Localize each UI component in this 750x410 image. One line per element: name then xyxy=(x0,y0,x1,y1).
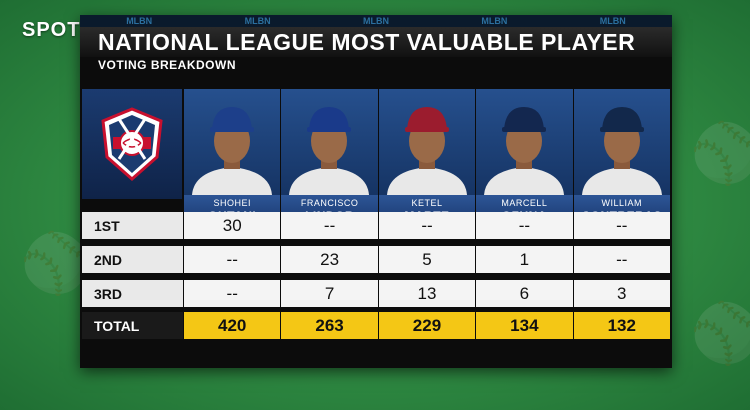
vote-cell: 7 xyxy=(281,280,378,307)
row-label: 3RD xyxy=(82,280,183,307)
player-card: SHOHEIOHTANI xyxy=(184,89,281,224)
ticker-item: MLBN xyxy=(362,16,389,26)
title-bar: NATIONAL LEAGUE MOST VALUABLE PLAYER xyxy=(80,27,672,57)
nl-shield-icon xyxy=(101,107,163,181)
vote-cell: -- xyxy=(476,212,573,239)
ticker-item: MLBN xyxy=(481,16,508,26)
player-header-row: SHOHEIOHTANIFRANCISCOLINDORKETELMARTEMAR… xyxy=(184,89,670,224)
total-cell: 134 xyxy=(476,312,573,339)
vote-cell: 23 xyxy=(281,246,378,273)
player-photo xyxy=(281,89,377,195)
vote-cell: -- xyxy=(573,246,670,273)
row-label: 2ND xyxy=(82,246,183,273)
background-pattern-right: ⚾ xyxy=(690,121,750,186)
table-row-2nd: 2ND -- 23 5 1 -- xyxy=(82,246,670,273)
ticker-item: MLBN xyxy=(244,16,271,26)
player-card: WILLIAMCONTRERAS xyxy=(573,89,670,224)
player-first-name: WILLIAM xyxy=(601,198,643,208)
vote-cell: 13 xyxy=(378,280,476,307)
player-first-name: MARCELL xyxy=(501,198,548,208)
player-card: FRANCISCOLINDOR xyxy=(281,89,378,224)
player-card: MARCELLOZUNA xyxy=(476,89,573,224)
vote-cell: 5 xyxy=(378,246,476,273)
player-photo xyxy=(574,89,670,195)
player-photo xyxy=(379,89,475,195)
background-pattern-right-bottom: ⚾ xyxy=(690,301,750,366)
total-cell: 420 xyxy=(184,312,281,339)
player-first-name: KETEL xyxy=(411,198,443,208)
player-first-name: SHOHEI xyxy=(213,198,251,208)
total-cell: 229 xyxy=(378,312,476,339)
league-logo xyxy=(82,89,182,199)
total-cell: 132 xyxy=(573,312,670,339)
player-first-name: FRANCISCO xyxy=(300,198,359,208)
vote-cell: 30 xyxy=(184,212,281,239)
player-photo xyxy=(476,89,572,195)
player-card: KETELMARTE xyxy=(378,89,476,224)
table-row-total: TOTAL 420 263 229 134 132 xyxy=(82,312,670,339)
ticker-item: MLBN xyxy=(599,16,626,26)
row-label-total: TOTAL xyxy=(82,312,183,339)
mvp-voting-board: MLBN MLBN MLBN MLBN MLBN NATIONAL LEAGUE… xyxy=(80,15,672,368)
table-row-1st: 1ST 30 -- -- -- -- xyxy=(82,212,670,239)
table-row-3rd: 3RD -- 7 13 6 3 xyxy=(82,280,670,307)
page-subtitle: VOTING BREAKDOWN xyxy=(98,58,236,72)
player-photo xyxy=(184,89,280,195)
ticker-item: MLBN xyxy=(126,16,153,26)
vote-cell: -- xyxy=(378,212,476,239)
vote-cell: 6 xyxy=(476,280,573,307)
vote-cell: -- xyxy=(184,280,281,307)
vote-cell: -- xyxy=(573,212,670,239)
vote-cell: -- xyxy=(281,212,378,239)
total-cell: 263 xyxy=(281,312,378,339)
vote-cell: 1 xyxy=(476,246,573,273)
row-label: 1ST xyxy=(82,212,183,239)
network-ticker: MLBN MLBN MLBN MLBN MLBN xyxy=(80,15,672,27)
vote-cell: 3 xyxy=(573,280,670,307)
broadcaster-brand: SPOTV xyxy=(22,19,95,41)
vote-cell: -- xyxy=(184,246,281,273)
page-title: NATIONAL LEAGUE MOST VALUABLE PLAYER xyxy=(98,29,636,55)
